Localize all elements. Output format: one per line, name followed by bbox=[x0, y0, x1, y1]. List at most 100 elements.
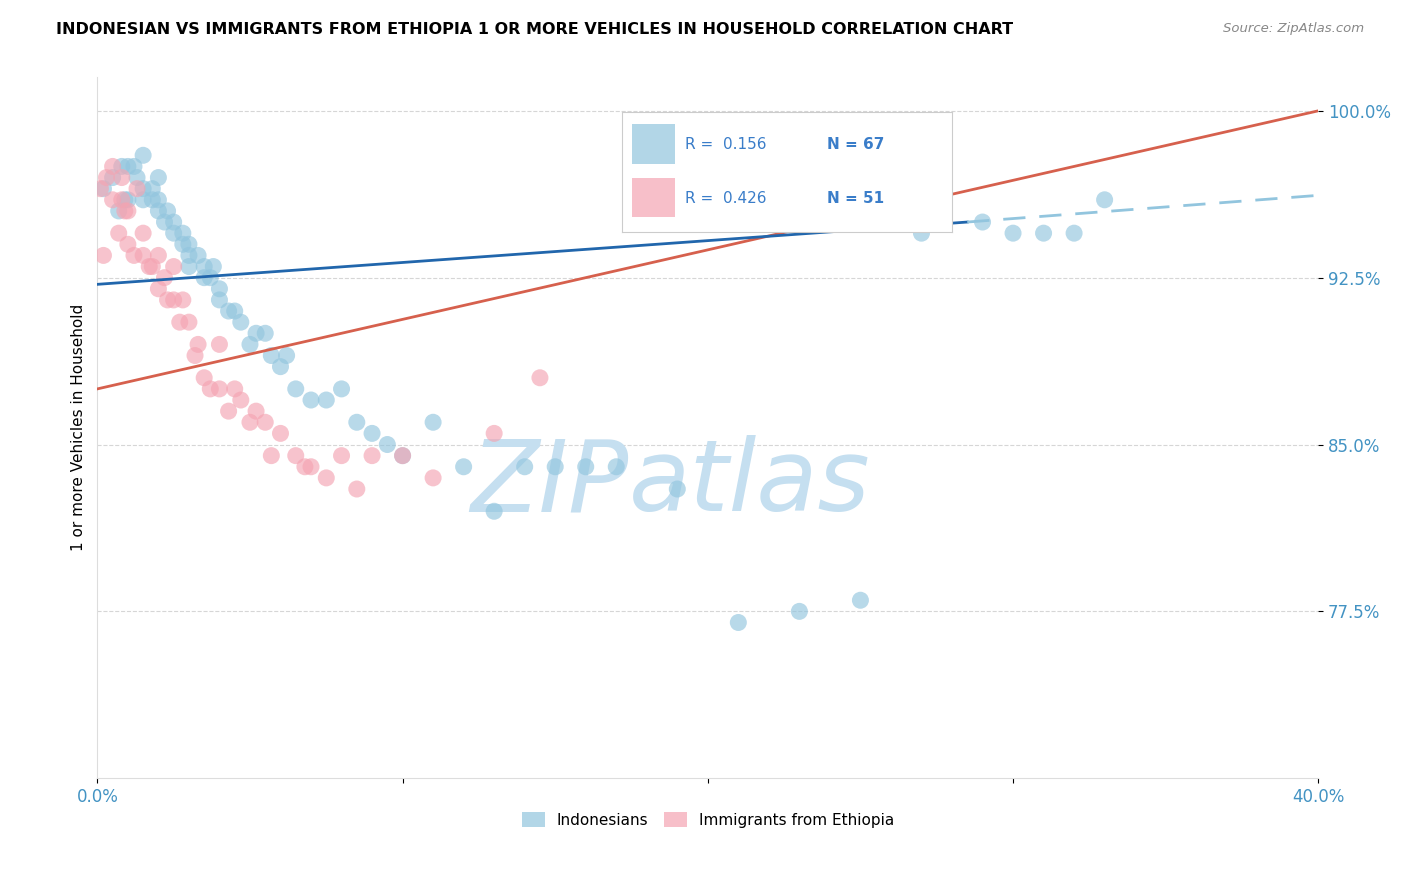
Point bbox=[101, 193, 124, 207]
Point bbox=[208, 293, 231, 307]
Point bbox=[239, 337, 262, 351]
Point bbox=[422, 471, 444, 485]
Point bbox=[202, 260, 225, 274]
Point bbox=[254, 326, 277, 341]
Point bbox=[269, 359, 291, 374]
Point bbox=[169, 315, 191, 329]
Point bbox=[163, 260, 186, 274]
Point bbox=[391, 449, 413, 463]
Point bbox=[114, 193, 136, 207]
Point bbox=[111, 160, 134, 174]
Point bbox=[849, 593, 872, 607]
Point bbox=[172, 237, 194, 252]
Y-axis label: 1 or more Vehicles in Household: 1 or more Vehicles in Household bbox=[72, 304, 86, 551]
Point bbox=[972, 215, 994, 229]
Point bbox=[193, 270, 215, 285]
Point bbox=[156, 203, 179, 218]
Point bbox=[229, 315, 252, 329]
Point bbox=[148, 193, 170, 207]
Point bbox=[605, 459, 627, 474]
Point bbox=[101, 170, 124, 185]
Point bbox=[148, 203, 170, 218]
Point bbox=[177, 260, 200, 274]
Point bbox=[163, 226, 186, 240]
Point bbox=[910, 226, 932, 240]
Point bbox=[482, 426, 505, 441]
Text: Source: ZipAtlas.com: Source: ZipAtlas.com bbox=[1223, 22, 1364, 36]
Point bbox=[187, 248, 209, 262]
Point bbox=[330, 382, 353, 396]
Point bbox=[187, 337, 209, 351]
Point bbox=[132, 248, 155, 262]
Point bbox=[163, 293, 186, 307]
Point bbox=[132, 193, 155, 207]
Point bbox=[163, 215, 186, 229]
Point bbox=[789, 604, 811, 618]
Point bbox=[193, 260, 215, 274]
Point bbox=[544, 459, 567, 474]
Point bbox=[111, 170, 134, 185]
Point bbox=[107, 226, 129, 240]
Point bbox=[117, 203, 139, 218]
Point bbox=[132, 182, 155, 196]
Text: INDONESIAN VS IMMIGRANTS FROM ETHIOPIA 1 OR MORE VEHICLES IN HOUSEHOLD CORRELATI: INDONESIAN VS IMMIGRANTS FROM ETHIOPIA 1… bbox=[56, 22, 1014, 37]
Point bbox=[208, 337, 231, 351]
Point bbox=[172, 226, 194, 240]
Point bbox=[89, 182, 111, 196]
Point bbox=[96, 170, 118, 185]
Point bbox=[254, 415, 277, 429]
Point bbox=[125, 182, 148, 196]
Point bbox=[1032, 226, 1054, 240]
Point bbox=[193, 371, 215, 385]
Point bbox=[239, 415, 262, 429]
Point bbox=[125, 170, 148, 185]
Point bbox=[284, 449, 307, 463]
Point bbox=[177, 237, 200, 252]
Point bbox=[153, 215, 176, 229]
Point bbox=[229, 392, 252, 407]
Point bbox=[245, 326, 267, 341]
Point bbox=[375, 437, 398, 451]
Point bbox=[138, 260, 160, 274]
Point bbox=[260, 449, 283, 463]
Point bbox=[346, 415, 368, 429]
Point bbox=[1063, 226, 1085, 240]
Point bbox=[269, 426, 291, 441]
Point bbox=[177, 248, 200, 262]
Point bbox=[200, 270, 222, 285]
Point bbox=[184, 349, 207, 363]
Point bbox=[575, 459, 598, 474]
Point bbox=[482, 504, 505, 518]
Point bbox=[132, 226, 155, 240]
Point bbox=[101, 160, 124, 174]
Point bbox=[224, 304, 246, 318]
Point bbox=[148, 170, 170, 185]
Point bbox=[422, 415, 444, 429]
Point bbox=[727, 615, 749, 630]
Point bbox=[111, 193, 134, 207]
Point bbox=[141, 182, 163, 196]
Point bbox=[93, 248, 115, 262]
Point bbox=[172, 293, 194, 307]
Point bbox=[529, 371, 551, 385]
Legend: Indonesians, Immigrants from Ethiopia: Indonesians, Immigrants from Ethiopia bbox=[516, 805, 900, 834]
Point bbox=[330, 449, 353, 463]
Point bbox=[141, 260, 163, 274]
Point bbox=[218, 404, 240, 418]
Point bbox=[315, 392, 337, 407]
Point bbox=[122, 160, 145, 174]
Point bbox=[1002, 226, 1025, 240]
Point bbox=[208, 382, 231, 396]
Point bbox=[245, 404, 267, 418]
Point bbox=[93, 182, 115, 196]
Point bbox=[148, 282, 170, 296]
Text: ZIP: ZIP bbox=[470, 435, 628, 533]
Point bbox=[276, 349, 298, 363]
Point bbox=[218, 304, 240, 318]
Point bbox=[513, 459, 536, 474]
Point bbox=[148, 248, 170, 262]
Point bbox=[666, 482, 689, 496]
Point bbox=[117, 160, 139, 174]
Point bbox=[299, 459, 322, 474]
Point bbox=[114, 203, 136, 218]
